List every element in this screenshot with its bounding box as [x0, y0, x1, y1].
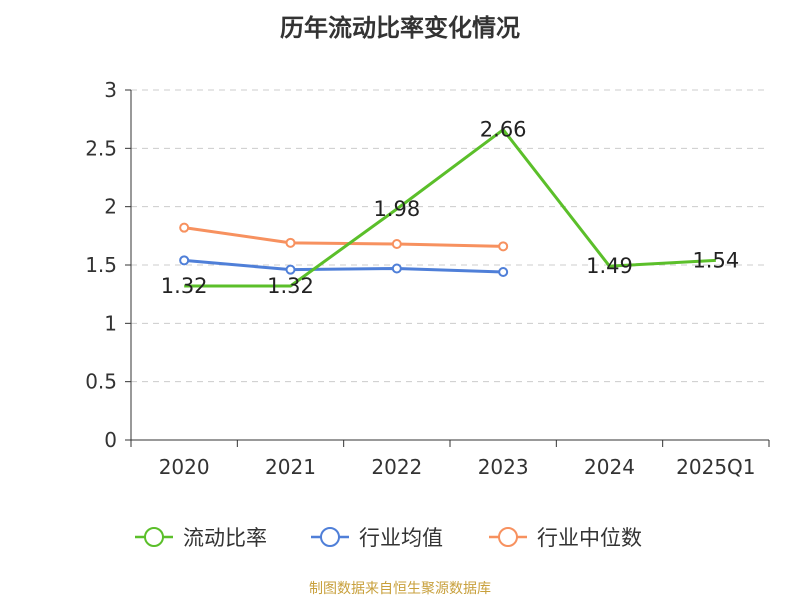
data-label: 1.98 [373, 197, 420, 221]
data-label: 2.66 [480, 118, 527, 142]
x-tick-label: 2020 [159, 455, 210, 479]
y-tick-label: 2.5 [85, 136, 117, 160]
y-tick-label: 1 [104, 311, 117, 335]
legend-label: 行业均值 [359, 526, 443, 550]
data-label: 1.54 [692, 248, 739, 272]
legend-item: 行业中位数 [489, 526, 642, 550]
axes: 0 0.5 1 1.5 2 2.5 3 2020 2021 2022 2023 2024 2025Q1 [85, 78, 770, 479]
legend-label: 流动比率 [183, 526, 267, 550]
legend-marker [144, 527, 164, 547]
y-tick-label: 0 [104, 428, 117, 452]
legend-item: 流动比率 [135, 526, 267, 550]
legend-marker [498, 527, 518, 547]
data-label: 1.49 [586, 254, 633, 278]
legend-marker [320, 527, 340, 547]
data-point [391, 263, 402, 274]
data-point [179, 255, 190, 266]
series-line-2 [183, 226, 504, 248]
legend: 流动比率 行业均值 行业中位数 [135, 526, 642, 550]
x-tick-label: 2023 [478, 455, 529, 479]
source-footer: 制图数据来自恒生聚源数据库 [309, 581, 491, 597]
data-point [285, 237, 296, 248]
y-tick-label: 0.5 [85, 370, 117, 394]
data-point [179, 222, 190, 233]
series-line-0 [184, 128, 716, 288]
chart-title: 历年流动比率变化情况 [280, 14, 520, 42]
y-tick-label: 1.5 [85, 253, 117, 277]
x-tick-label: 2024 [584, 455, 635, 479]
x-tick-label: 2021 [265, 455, 316, 479]
grid-lines [131, 89, 769, 383]
data-point [285, 264, 296, 275]
data-label: 1.32 [267, 274, 314, 298]
data-label: 1.32 [161, 274, 208, 298]
legend-item: 行业均值 [311, 526, 443, 550]
data-point [498, 241, 509, 252]
x-tick-label: 2022 [371, 455, 422, 479]
series-line-1 [184, 258, 504, 274]
data-point [391, 239, 402, 249]
series-lines [179, 128, 716, 288]
y-tick-label: 2 [104, 195, 117, 219]
data-point [498, 267, 509, 277]
data-labels: 1.32 1.32 1.98 2.66 1.49 1.54 [161, 118, 739, 298]
y-tick-label: 3 [104, 78, 117, 102]
legend-label: 行业中位数 [537, 526, 642, 550]
x-tick-label: 2025Q1 [676, 455, 755, 479]
